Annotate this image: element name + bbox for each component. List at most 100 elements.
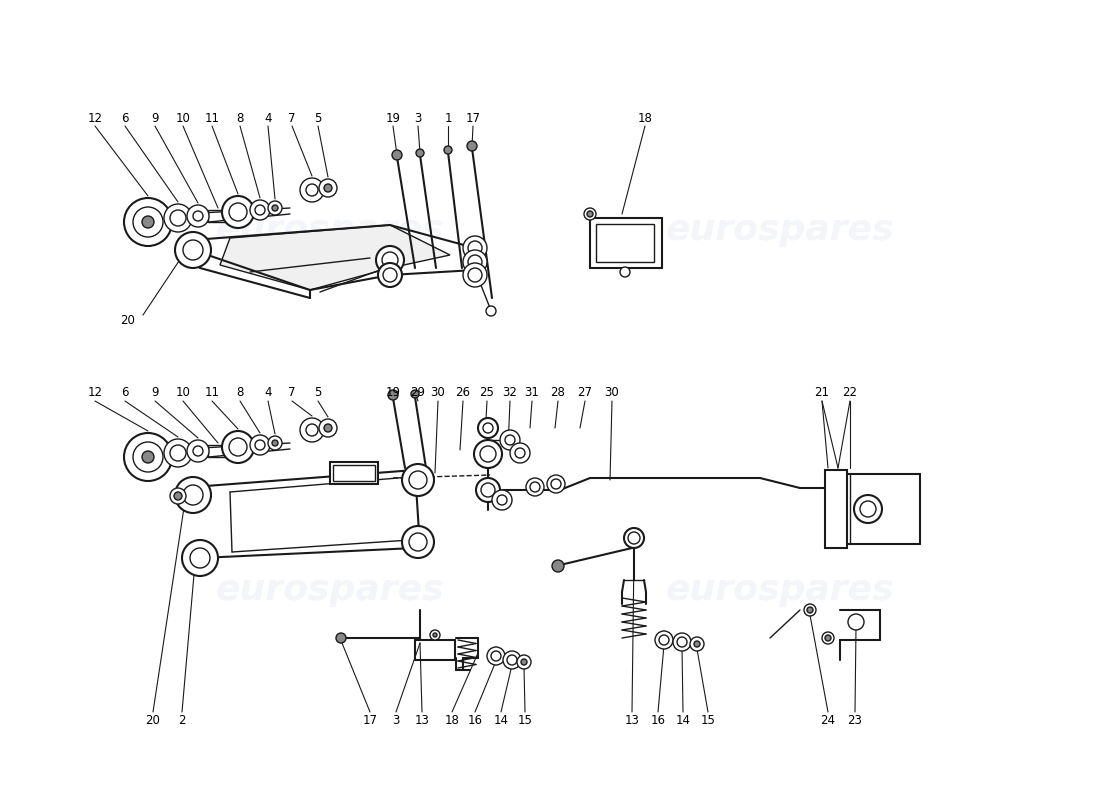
Circle shape	[433, 633, 437, 637]
Circle shape	[676, 637, 688, 647]
Circle shape	[336, 633, 346, 643]
Circle shape	[497, 495, 507, 505]
Text: 13: 13	[415, 714, 429, 726]
Circle shape	[306, 184, 318, 196]
Circle shape	[804, 604, 816, 616]
Text: 11: 11	[205, 111, 220, 125]
Circle shape	[654, 631, 673, 649]
Bar	[590, 218, 662, 268]
Circle shape	[164, 439, 192, 467]
Circle shape	[517, 655, 531, 669]
Text: 32: 32	[503, 386, 517, 399]
Circle shape	[476, 478, 501, 502]
Circle shape	[463, 250, 487, 274]
Circle shape	[402, 464, 434, 496]
Text: 17: 17	[465, 111, 481, 125]
Circle shape	[250, 435, 270, 455]
Text: 27: 27	[578, 386, 593, 399]
Circle shape	[510, 443, 530, 463]
Circle shape	[492, 490, 512, 510]
Circle shape	[416, 149, 424, 157]
Text: 14: 14	[675, 714, 691, 726]
Circle shape	[411, 390, 419, 398]
Text: 10: 10	[176, 386, 190, 399]
Text: 30: 30	[605, 386, 619, 399]
Circle shape	[222, 196, 254, 228]
Circle shape	[474, 440, 502, 468]
Circle shape	[192, 211, 204, 221]
Circle shape	[505, 435, 515, 445]
Text: eurospares: eurospares	[666, 573, 894, 607]
Text: 29: 29	[410, 386, 426, 399]
Text: 9: 9	[152, 111, 158, 125]
Bar	[330, 462, 378, 484]
Circle shape	[382, 252, 398, 268]
Circle shape	[402, 526, 434, 558]
Text: 31: 31	[525, 386, 539, 399]
Text: 17: 17	[363, 714, 377, 726]
Text: 20: 20	[121, 314, 135, 326]
Text: 22: 22	[843, 386, 858, 399]
Circle shape	[183, 240, 204, 260]
Circle shape	[854, 495, 882, 523]
Circle shape	[659, 635, 669, 645]
Circle shape	[552, 560, 564, 572]
Circle shape	[175, 232, 211, 268]
Text: 4: 4	[264, 386, 272, 399]
Circle shape	[187, 205, 209, 227]
Circle shape	[584, 208, 596, 220]
Circle shape	[673, 633, 691, 651]
Circle shape	[255, 440, 265, 450]
Circle shape	[444, 146, 452, 154]
Circle shape	[190, 548, 210, 568]
Text: 6: 6	[121, 386, 129, 399]
Text: 24: 24	[821, 714, 836, 726]
Text: eurospares: eurospares	[216, 213, 444, 247]
Polygon shape	[220, 225, 450, 290]
Circle shape	[182, 540, 218, 576]
Circle shape	[164, 204, 192, 232]
Text: eurospares: eurospares	[216, 573, 444, 607]
Circle shape	[409, 533, 427, 551]
Text: 26: 26	[455, 386, 471, 399]
Text: 1: 1	[444, 111, 452, 125]
Circle shape	[324, 184, 332, 192]
Circle shape	[822, 632, 834, 644]
Text: 16: 16	[468, 714, 483, 726]
Text: 28: 28	[551, 386, 565, 399]
Circle shape	[250, 200, 270, 220]
Text: 6: 6	[121, 111, 129, 125]
Circle shape	[222, 431, 254, 463]
Bar	[333, 465, 375, 481]
Circle shape	[468, 241, 482, 255]
Circle shape	[848, 614, 864, 630]
Text: 23: 23	[848, 714, 862, 726]
Text: 30: 30	[430, 386, 446, 399]
Circle shape	[468, 141, 477, 151]
Circle shape	[463, 236, 487, 260]
Text: 15: 15	[701, 714, 715, 726]
Circle shape	[175, 477, 211, 513]
Text: 15: 15	[518, 714, 532, 726]
Circle shape	[486, 306, 496, 316]
Circle shape	[124, 198, 172, 246]
Text: 19: 19	[385, 386, 400, 399]
Circle shape	[551, 479, 561, 489]
Circle shape	[690, 637, 704, 651]
Circle shape	[255, 205, 265, 215]
Text: 20: 20	[145, 714, 161, 726]
Circle shape	[526, 478, 544, 496]
Text: 3: 3	[415, 111, 421, 125]
Circle shape	[430, 630, 440, 640]
Circle shape	[300, 418, 324, 442]
Bar	[825, 470, 847, 548]
Circle shape	[468, 268, 482, 282]
Circle shape	[319, 179, 337, 197]
Circle shape	[142, 451, 154, 463]
Circle shape	[133, 207, 163, 237]
Circle shape	[272, 440, 278, 446]
Text: 8: 8	[236, 386, 244, 399]
Circle shape	[192, 446, 204, 456]
Bar	[208, 445, 226, 457]
Circle shape	[624, 528, 644, 548]
